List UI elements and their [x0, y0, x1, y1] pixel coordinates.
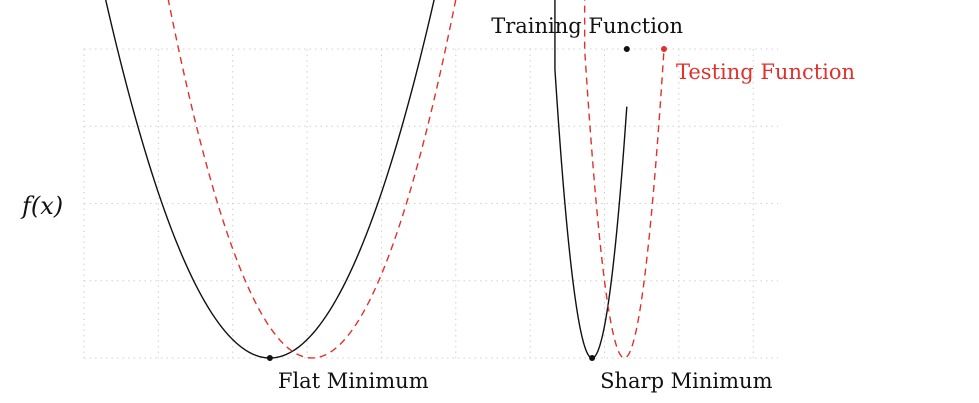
- marker-point: [266, 355, 273, 361]
- training-function-line: [105, 0, 628, 359]
- y-axis-label: f(x): [20, 192, 63, 220]
- sharp-minimum-label: Sharp Minimum: [600, 369, 772, 393]
- flat-minimum-label: Flat Minimum: [278, 369, 429, 393]
- testing-function-line: [167, 0, 665, 359]
- testing-function-label: Testing Function: [676, 60, 855, 84]
- training-function-label: Training Function: [491, 14, 683, 38]
- curves: [105, 0, 665, 359]
- annotations: Flat Minimum Sharp Minimum Training Functi…: [278, 14, 855, 393]
- marker-point: [660, 46, 667, 52]
- marker-point: [623, 46, 630, 52]
- points: [266, 46, 667, 361]
- marker-point: [589, 355, 596, 361]
- grid: [83, 48, 778, 359]
